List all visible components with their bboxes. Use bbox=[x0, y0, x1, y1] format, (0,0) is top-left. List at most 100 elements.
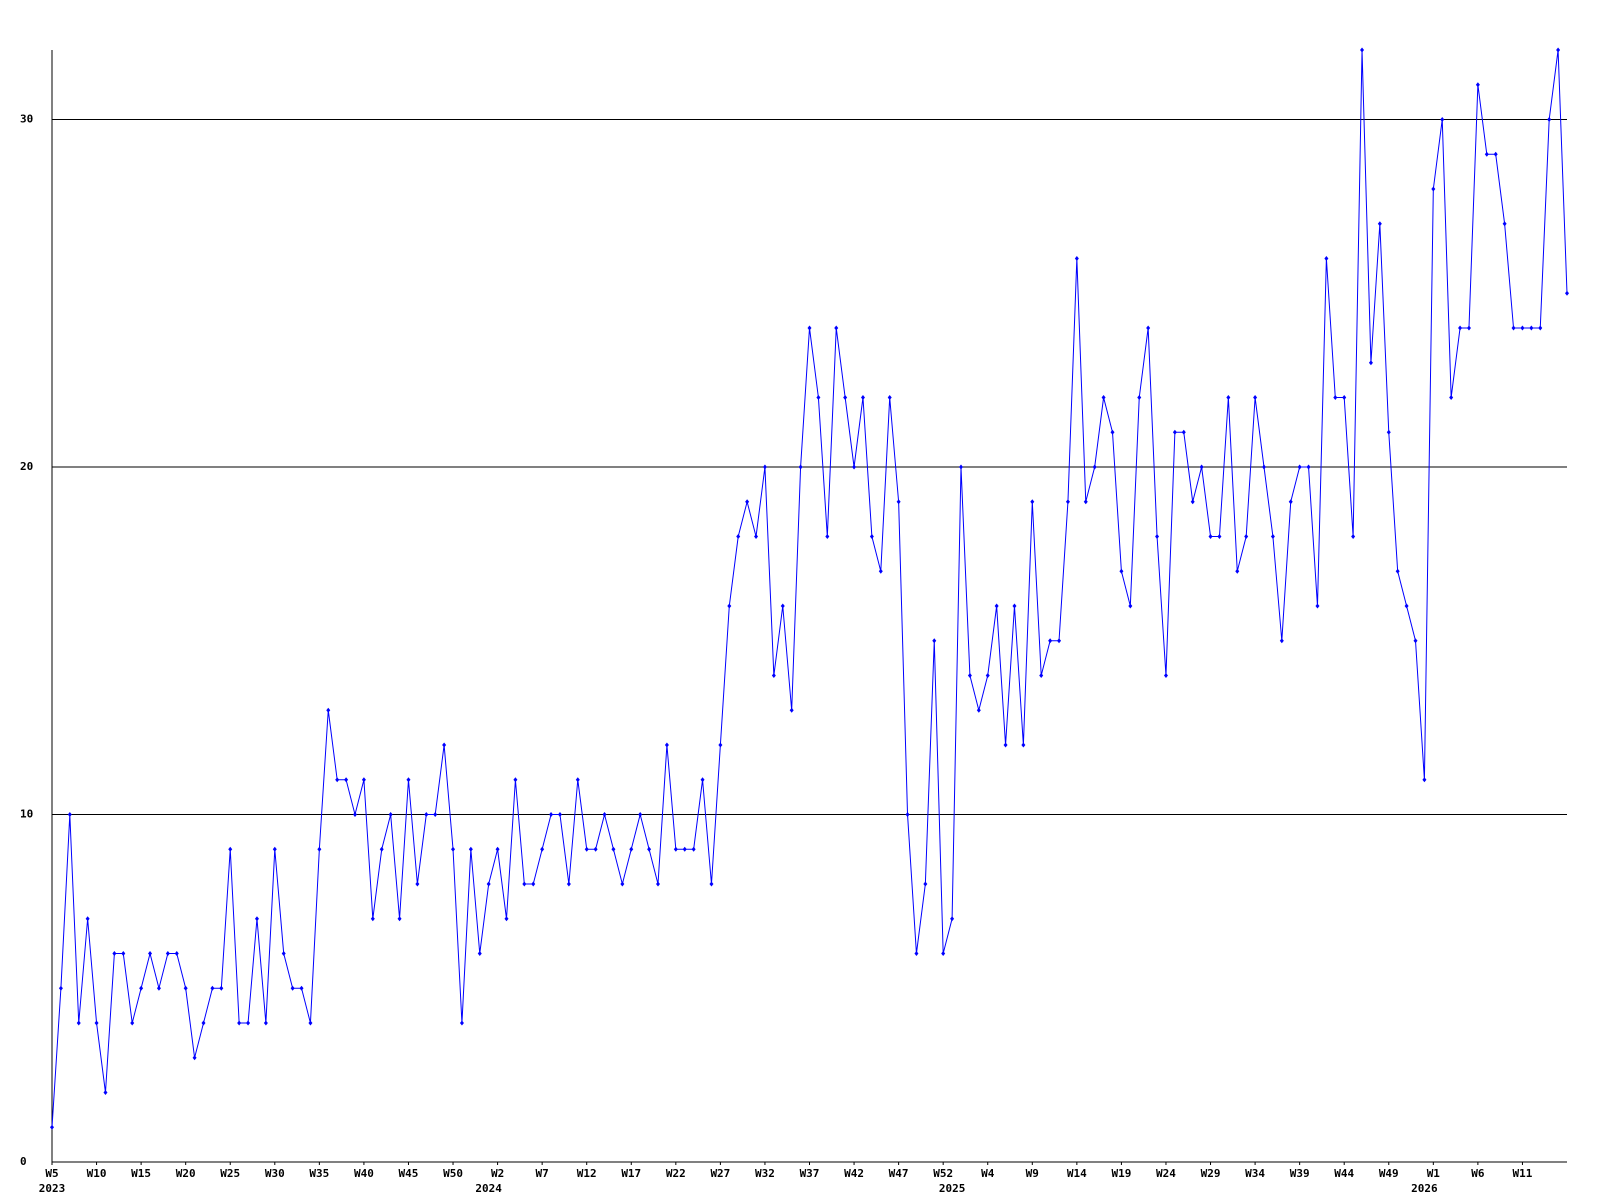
y-tick-label: 10 bbox=[20, 808, 33, 821]
point bbox=[1262, 464, 1266, 470]
point bbox=[1458, 325, 1463, 331]
point bbox=[1270, 534, 1275, 539]
point bbox=[495, 846, 500, 852]
point bbox=[611, 846, 616, 852]
x-tick-label: W35 bbox=[309, 1167, 329, 1180]
point bbox=[1324, 256, 1329, 261]
point bbox=[1368, 360, 1373, 366]
point bbox=[1520, 325, 1525, 331]
point bbox=[281, 951, 286, 956]
point bbox=[1244, 534, 1249, 539]
x-tick-label: W45 bbox=[399, 1167, 419, 1180]
point bbox=[1297, 464, 1302, 470]
point bbox=[754, 534, 759, 539]
series-line bbox=[51, 49, 1568, 1128]
point bbox=[1119, 568, 1124, 574]
point bbox=[317, 846, 322, 852]
point bbox=[656, 881, 660, 887]
point bbox=[299, 985, 304, 991]
x-tick-label: W29 bbox=[1201, 1167, 1221, 1180]
point bbox=[1502, 221, 1507, 227]
point bbox=[112, 951, 117, 956]
point bbox=[1351, 534, 1356, 539]
point bbox=[843, 395, 848, 400]
point bbox=[780, 603, 785, 609]
point bbox=[433, 812, 438, 817]
point bbox=[976, 707, 981, 713]
point bbox=[1146, 325, 1151, 331]
point bbox=[1074, 256, 1079, 261]
point bbox=[923, 881, 928, 887]
point bbox=[647, 846, 652, 852]
point bbox=[1475, 82, 1480, 88]
point bbox=[1315, 603, 1320, 609]
point bbox=[1190, 499, 1195, 505]
point bbox=[860, 395, 865, 400]
point bbox=[869, 534, 874, 539]
point bbox=[1057, 638, 1062, 644]
point bbox=[905, 812, 910, 817]
x-tick-label: W9 bbox=[1026, 1167, 1039, 1180]
point bbox=[174, 951, 179, 956]
point bbox=[451, 846, 456, 852]
point bbox=[852, 464, 857, 470]
point bbox=[1333, 395, 1338, 400]
point bbox=[602, 812, 607, 817]
point bbox=[1413, 638, 1418, 644]
point bbox=[629, 846, 634, 852]
x-tick-label: W47 bbox=[889, 1167, 909, 1180]
x-year-label: 2024 bbox=[475, 1182, 502, 1195]
point bbox=[1048, 638, 1053, 644]
point bbox=[308, 1020, 313, 1026]
point bbox=[1021, 742, 1026, 748]
point bbox=[771, 673, 776, 678]
y-tick-label: 20 bbox=[20, 460, 33, 473]
x-tick-label: W12 bbox=[577, 1167, 597, 1180]
point bbox=[1172, 429, 1177, 435]
point bbox=[985, 673, 990, 678]
point bbox=[415, 881, 420, 887]
point bbox=[1199, 464, 1204, 470]
x-tick-label: W22 bbox=[666, 1167, 686, 1180]
point bbox=[326, 707, 331, 713]
point bbox=[994, 603, 999, 609]
point bbox=[468, 846, 473, 852]
x-tick-label: W39 bbox=[1290, 1167, 1310, 1180]
point bbox=[1449, 395, 1454, 400]
point bbox=[353, 812, 357, 817]
point bbox=[745, 499, 750, 505]
point bbox=[557, 812, 562, 817]
point bbox=[878, 568, 883, 574]
point bbox=[210, 985, 215, 991]
point bbox=[121, 951, 126, 956]
point bbox=[1493, 151, 1498, 157]
x-tick-label: W25 bbox=[220, 1167, 240, 1180]
point bbox=[1529, 325, 1534, 331]
point bbox=[272, 846, 277, 852]
point bbox=[237, 1020, 242, 1026]
x-tick-label: W32 bbox=[755, 1167, 775, 1180]
point bbox=[727, 603, 732, 609]
point bbox=[1395, 568, 1400, 574]
point bbox=[959, 464, 963, 470]
point bbox=[1235, 568, 1240, 574]
point bbox=[335, 777, 340, 783]
point bbox=[67, 812, 72, 817]
point bbox=[1003, 742, 1008, 748]
point bbox=[379, 846, 384, 852]
point bbox=[1565, 290, 1569, 296]
point bbox=[1030, 499, 1035, 505]
point bbox=[424, 812, 429, 817]
x-tick-label: W50 bbox=[443, 1167, 463, 1180]
point bbox=[1092, 464, 1097, 470]
point bbox=[1039, 673, 1044, 678]
point bbox=[1511, 325, 1516, 331]
x-tick-label: W30 bbox=[265, 1167, 285, 1180]
x-tick-label: W14 bbox=[1067, 1167, 1087, 1180]
point bbox=[825, 534, 830, 539]
point bbox=[620, 881, 625, 887]
y-tick-label: 30 bbox=[20, 113, 33, 126]
point bbox=[1466, 325, 1471, 331]
point bbox=[1279, 638, 1284, 644]
x-tick-label: W10 bbox=[87, 1167, 107, 1180]
